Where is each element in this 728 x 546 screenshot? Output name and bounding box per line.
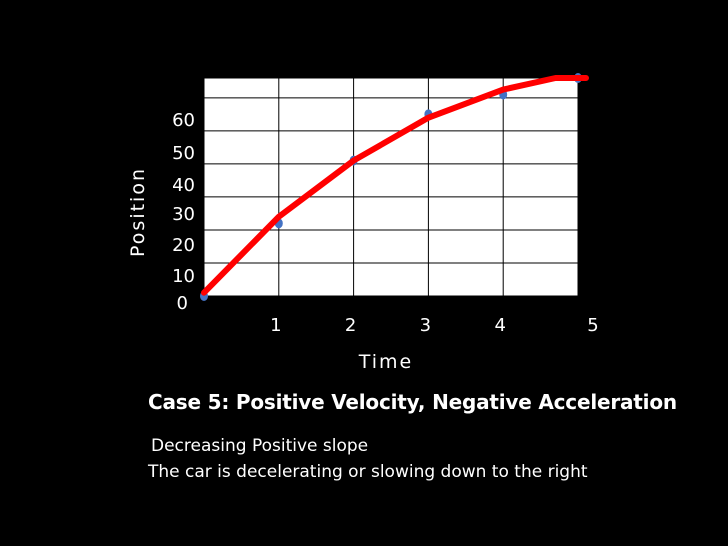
y-tick-label: 10 [172, 266, 195, 287]
x-tick-label: 3 [420, 315, 431, 336]
x-tick-label: 4 [494, 315, 505, 336]
x-tick-label: 1 [270, 315, 281, 336]
case-title: Case 5: Positive Velocity, Negative Acce… [148, 390, 677, 414]
x-tick-label: 5 [587, 315, 598, 336]
caption-line-1: Decreasing Positive slope [151, 436, 369, 456]
y-tick-label: 30 [172, 204, 195, 225]
x-axis-label: Time [358, 351, 414, 373]
y-tick-label: 40 [172, 175, 195, 196]
y-tick-labels: 0 10 20 30 40 50 60 [172, 110, 195, 314]
trend-line [201, 75, 589, 296]
grid-lines [204, 78, 578, 296]
x-tick-label: 2 [345, 315, 356, 336]
caption-line-2: The car is decelerating or slowing down … [148, 462, 588, 482]
y-tick-label: 20 [172, 235, 195, 256]
y-axis-label: Position [127, 167, 149, 257]
plot-area [203, 77, 579, 297]
y-tick-label: 50 [172, 143, 195, 164]
x-tick-labels: 1 2 3 4 5 [270, 315, 599, 336]
y-tick-label: 0 [177, 293, 188, 314]
y-tick-label: 60 [172, 110, 195, 131]
